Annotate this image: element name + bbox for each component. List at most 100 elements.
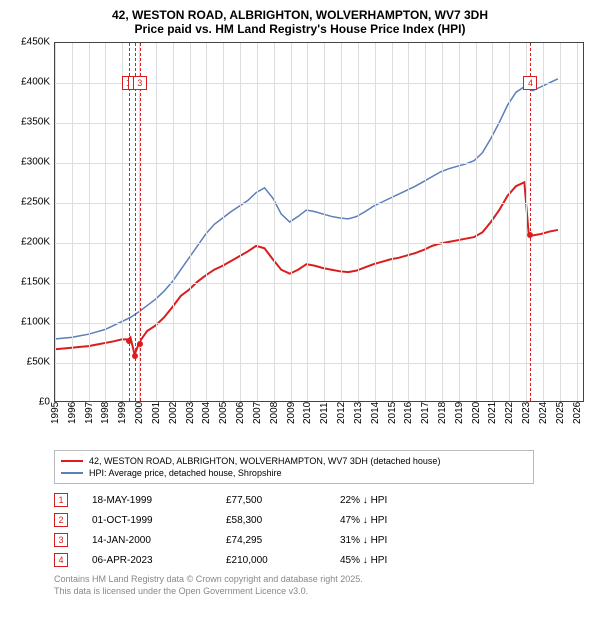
- sale-marker-dot: [132, 353, 138, 359]
- gridline-vertical: [392, 43, 393, 401]
- gridline-vertical: [324, 43, 325, 401]
- x-tick-label: 2014: [370, 402, 381, 424]
- x-tick-label: 2021: [487, 402, 498, 424]
- sale-row: 3 14-JAN-2000 £74,295 31% ↓ HPI: [54, 530, 590, 550]
- x-tick-label: 2011: [319, 402, 330, 424]
- sale-row-badge: 2: [54, 513, 68, 527]
- x-tick-label: 2010: [302, 402, 313, 424]
- gridline-vertical: [291, 43, 292, 401]
- sale-marker-line: [129, 43, 130, 401]
- gridline-vertical: [425, 43, 426, 401]
- plot-row: £0£50K£100K£150K£200K£250K£300K£350K£400…: [10, 42, 590, 402]
- x-tick-label: 2000: [134, 402, 145, 424]
- y-tick-label: £50K: [27, 357, 50, 368]
- x-tick-label: 2024: [538, 402, 549, 424]
- gridline-vertical: [72, 43, 73, 401]
- gridline-vertical: [55, 43, 56, 401]
- sale-row-delta: 45% ↓ HPI: [340, 555, 430, 566]
- x-tick-label: 2019: [454, 402, 465, 424]
- sale-marker-badge: 3: [133, 76, 147, 90]
- gridline-vertical: [156, 43, 157, 401]
- x-tick-label: 2002: [168, 402, 179, 424]
- gridline-vertical: [190, 43, 191, 401]
- x-tick-label: 1999: [117, 402, 128, 424]
- sale-marker-line: [140, 43, 141, 401]
- legend-label: HPI: Average price, detached house, Shro…: [89, 468, 281, 478]
- sale-row-badge: 3: [54, 533, 68, 547]
- y-tick-label: £0: [39, 397, 50, 408]
- x-tick-label: 2012: [336, 402, 347, 424]
- sale-row-delta: 22% ↓ HPI: [340, 495, 430, 506]
- gridline-vertical: [476, 43, 477, 401]
- x-tick-label: 2023: [521, 402, 532, 424]
- gridline-vertical: [257, 43, 258, 401]
- gridline-vertical: [206, 43, 207, 401]
- sale-row-price: £77,500: [226, 495, 316, 506]
- x-tick-label: 2009: [286, 402, 297, 424]
- gridline-vertical: [240, 43, 241, 401]
- y-tick-label: £450K: [21, 37, 50, 48]
- sale-row: 406-APR-2023£210,00045% ↓ HPI: [54, 550, 590, 570]
- sale-marker-dot: [126, 338, 132, 344]
- gridline-vertical: [560, 43, 561, 401]
- sale-row-badge: 1: [54, 493, 68, 507]
- x-tick-label: 2005: [218, 402, 229, 424]
- x-tick-label: 2001: [151, 402, 162, 424]
- gridline-vertical: [341, 43, 342, 401]
- x-tick-label: 2004: [201, 402, 212, 424]
- sale-row: 2 01-OCT-1999 £58,300 47% ↓ HPI: [54, 510, 590, 530]
- gridline-vertical: [442, 43, 443, 401]
- x-tick-label: 2016: [403, 402, 414, 424]
- plot-area: 1234: [54, 42, 584, 402]
- gridline-vertical: [408, 43, 409, 401]
- x-tick-label: 2018: [437, 402, 448, 424]
- sale-row: 1 18-MAY-1999 £77,500 22% ↓ HPI: [54, 490, 590, 510]
- gridline-vertical: [307, 43, 308, 401]
- sale-marker-badge: 4: [523, 76, 537, 90]
- legend-swatch: [61, 472, 83, 474]
- x-tick-label: 2022: [504, 402, 515, 424]
- sale-row-price: £58,300: [226, 515, 316, 526]
- chart-titles: 42, WESTON ROAD, ALBRIGHTON, WOLVERHAMPT…: [10, 8, 590, 36]
- sale-row-delta: 31% ↓ HPI: [340, 535, 430, 546]
- gridline-vertical: [223, 43, 224, 401]
- y-tick-label: £350K: [21, 117, 50, 128]
- gridline-vertical: [274, 43, 275, 401]
- footer-line-1: Contains HM Land Registry data © Crown c…: [54, 574, 590, 586]
- gridline-vertical: [526, 43, 527, 401]
- footer-attribution: Contains HM Land Registry data © Crown c…: [54, 574, 590, 597]
- footer-line-2: This data is licensed under the Open Gov…: [54, 586, 590, 598]
- sale-row-date: 01-OCT-1999: [92, 515, 202, 526]
- x-tick-label: 1998: [100, 402, 111, 424]
- x-tick-label: 2020: [471, 402, 482, 424]
- sale-row-delta: 47% ↓ HPI: [340, 515, 430, 526]
- chart-title-main: 42, WESTON ROAD, ALBRIGHTON, WOLVERHAMPT…: [10, 8, 590, 22]
- sales-table: 1 18-MAY-1999 £77,500 22% ↓ HPI 2 01-OCT-1999…: [54, 490, 590, 570]
- legend-swatch: [61, 460, 83, 462]
- gridline-vertical: [459, 43, 460, 401]
- sale-marker-line: [135, 43, 136, 401]
- x-axis: 1995199619971998199920002001200220032004…: [54, 402, 584, 446]
- gridline-vertical: [543, 43, 544, 401]
- y-tick-label: £150K: [21, 277, 50, 288]
- x-tick-label: 2006: [235, 402, 246, 424]
- gridline-vertical: [358, 43, 359, 401]
- gridline-vertical: [122, 43, 123, 401]
- gridline-vertical: [89, 43, 90, 401]
- sale-row-price: £74,295: [226, 535, 316, 546]
- legend-label: 42, WESTON ROAD, ALBRIGHTON, WOLVERHAMPT…: [89, 456, 440, 466]
- sale-row-badge: 4: [54, 553, 68, 567]
- sale-row-date: 14-JAN-2000: [92, 535, 202, 546]
- y-tick-label: £400K: [21, 77, 50, 88]
- gridline-vertical: [173, 43, 174, 401]
- sale-marker-line: [530, 43, 531, 401]
- y-tick-label: £100K: [21, 317, 50, 328]
- sale-marker-dot: [137, 341, 143, 347]
- sale-row-date: 18-MAY-1999: [92, 495, 202, 506]
- y-tick-label: £300K: [21, 157, 50, 168]
- sale-row-date: 06-APR-2023: [92, 555, 202, 566]
- gridline-vertical: [105, 43, 106, 401]
- gridline-vertical: [577, 43, 578, 401]
- gridline-vertical: [492, 43, 493, 401]
- x-tick-label: 2026: [572, 402, 583, 424]
